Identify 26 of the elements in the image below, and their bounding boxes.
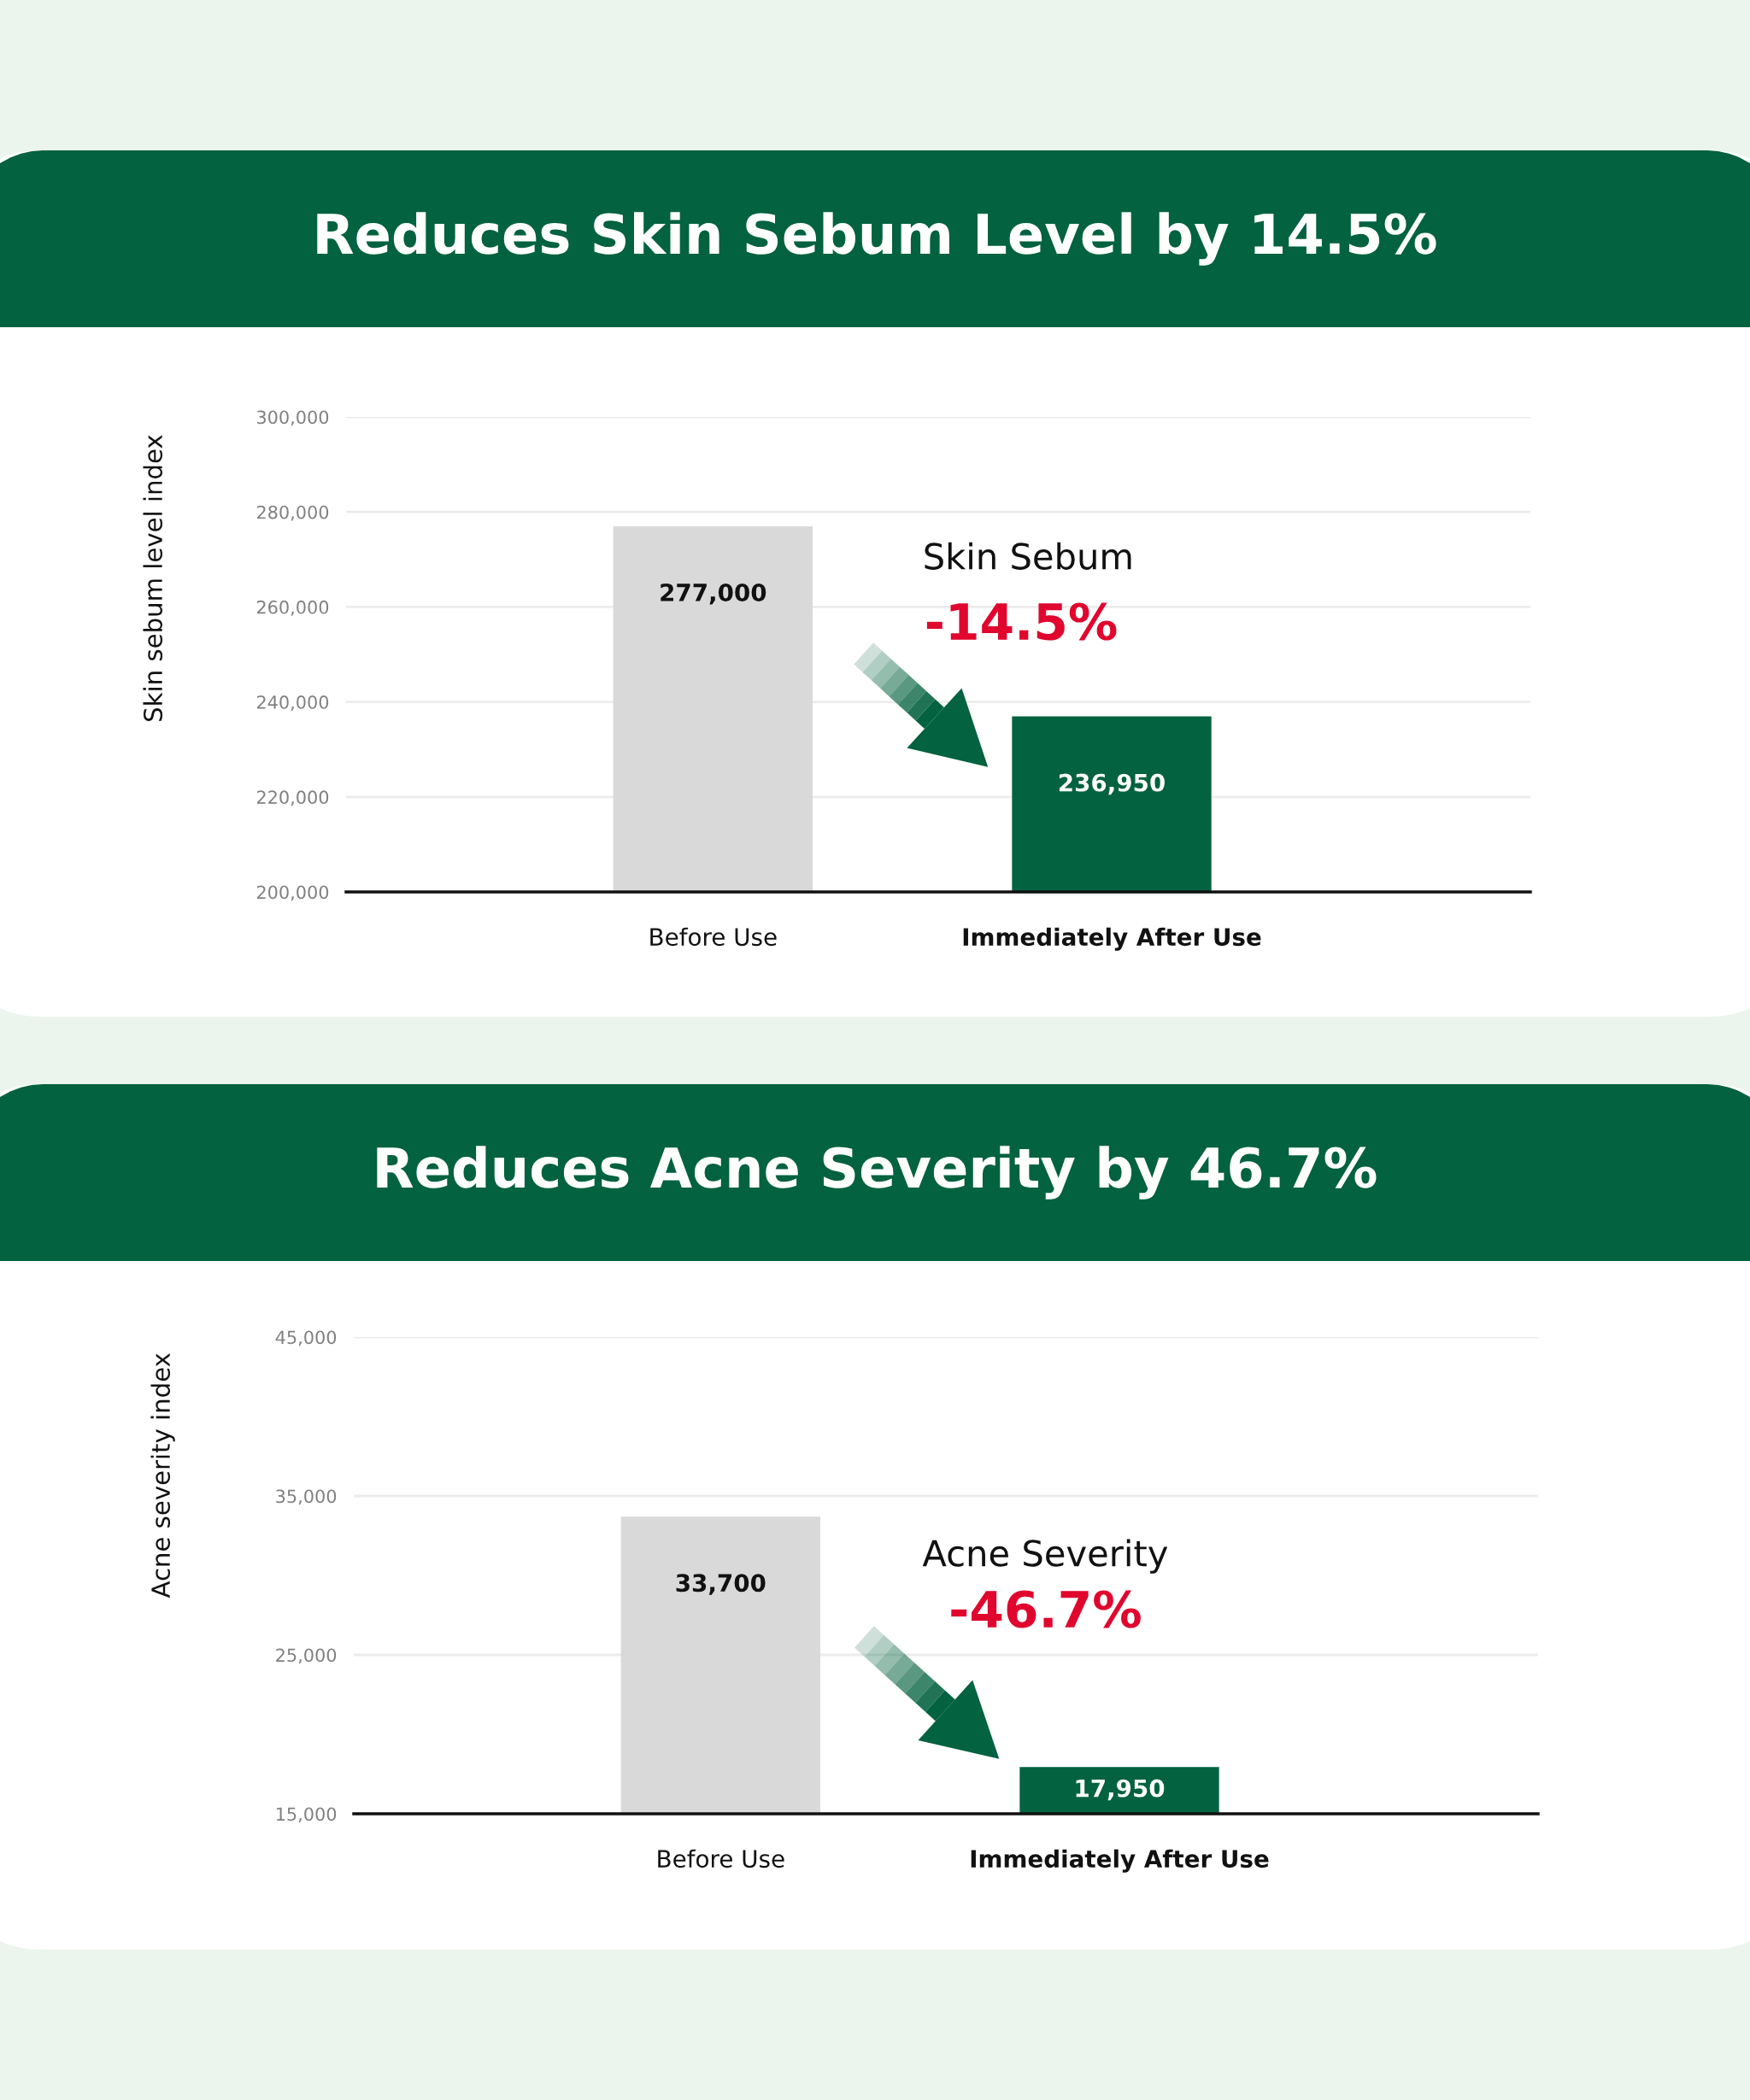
annotation: Acne Severity (922, 1539, 1168, 1574)
y-tick-label: 15,000 (276, 1807, 337, 1823)
x-tick-label: Before Use (650, 927, 777, 947)
y-tick-label: 45,000 (275, 1330, 337, 1346)
data-label: 17,950 (1076, 1779, 1165, 1801)
annotation: Skin Sebum (925, 542, 1131, 570)
y-tick-label: 25,000 (276, 1648, 337, 1664)
y-tick-label: 300,000 (256, 410, 329, 426)
y-tick-label: 200,000 (256, 885, 329, 901)
y-tick-label: 280,000 (256, 505, 329, 521)
data-label: 236,950 (1059, 773, 1165, 795)
y-tick-label: 240,000 (256, 695, 329, 711)
y-tick-label: 220,000 (256, 790, 329, 807)
data-label: 33,700 (676, 1574, 766, 1595)
y-tick-label: 35,000 (276, 1489, 337, 1505)
x-tick-label: Immediately After Use (971, 1849, 1269, 1873)
chart-title: Reduces Acne Severity by 46.7% (377, 1146, 1377, 1200)
y-axis-title: Acne severity index (150, 1353, 175, 1598)
y-tick-label: 260,000 (256, 600, 329, 616)
y-axis-title: Skin sebum level index (143, 435, 163, 721)
x-tick-label: Before Use (658, 1849, 784, 1868)
x-tick-label: Immediately After Use (963, 927, 1261, 951)
chart-title: Reduces Skin Sebum Level by 14.5% (317, 212, 1436, 266)
data-label: 277,000 (661, 583, 766, 605)
annotation: -14.5% (926, 602, 1117, 641)
annotation: -46.7% (951, 1590, 1141, 1628)
